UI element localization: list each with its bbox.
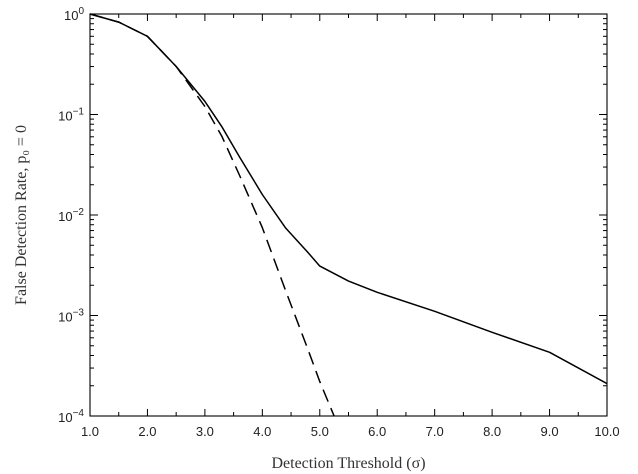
x-tick-label: 10.0 [594,424,619,439]
series-line-dashed [89,13,335,417]
x-tick-label: 5.0 [311,424,329,439]
y-tick-label: 10−1 [58,107,84,124]
y-tick-label: 10−2 [58,207,84,224]
x-tick-label: 3.0 [196,424,214,439]
x-tick-label: 1.0 [81,424,99,439]
series-line-solid [89,13,608,385]
y-tick-label: 10−4 [58,408,84,425]
y-tick-label: 10−3 [58,308,84,325]
x-tick-label: 2.0 [138,424,156,439]
x-axis-title: Detection Threshold (σ) [271,455,425,472]
x-tick-label: 9.0 [541,424,559,439]
y-tick-label: 100 [64,6,84,23]
y-axis-title: False Detection Rate, p₀ = 0 [13,125,30,305]
x-tick-label: 4.0 [253,424,271,439]
axis-ticks [89,13,608,417]
x-tick-label: 8.0 [483,424,501,439]
x-tick-label: 7.0 [426,424,444,439]
plot-frame [89,13,608,417]
x-tick-label: 6.0 [368,424,386,439]
x-tick-labels: 1.0 2.0 3.0 4.0 5.0 6.0 7.0 8.0 9.0 10.0 [81,424,620,439]
plot-lines [89,13,608,417]
y-tick-labels: 100 10−1 10−2 10−3 10−4 [58,6,84,425]
